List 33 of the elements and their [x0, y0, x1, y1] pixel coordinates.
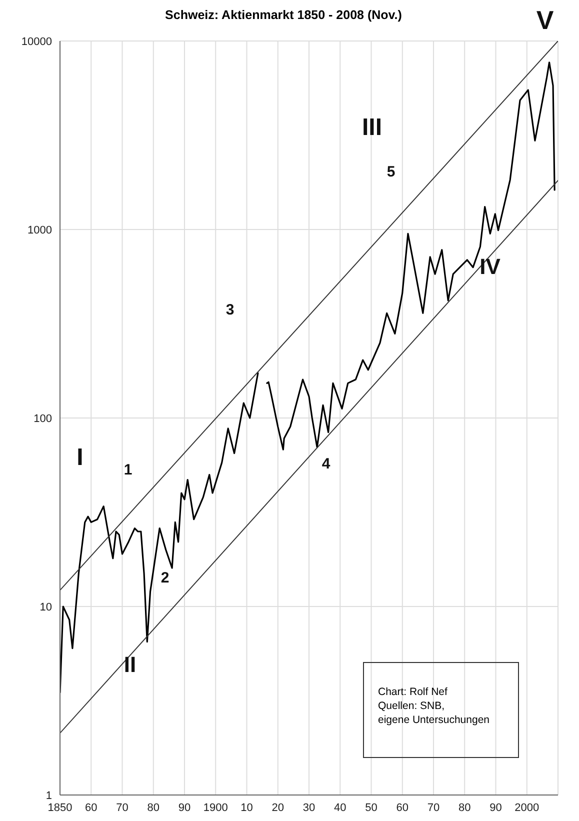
x-tick-label: 70: [116, 802, 128, 814]
x-tick-label: 90: [490, 802, 502, 814]
note-frame: Chart: Rolf Nef Quellen: SNB, eigene Untersuchungen: [363, 662, 519, 758]
y-tick-label: 100: [34, 412, 52, 425]
annotation: 5: [386, 164, 396, 180]
y-tick-label: 10000: [21, 36, 52, 48]
x-tick-label: 1850: [48, 802, 72, 814]
x-tick-label: 30: [302, 802, 316, 814]
y-tick-label: 1000: [28, 224, 52, 236]
x-tick-label: 80: [458, 802, 471, 814]
chart-title: Schweiz: Aktienmarkt 1850 - 2008 (Nov.): [165, 8, 402, 22]
x-tick-label: 2000: [514, 802, 540, 814]
y-tick-label: 10: [40, 601, 52, 614]
annotation: 4: [322, 456, 330, 472]
x-tick-label: 90: [178, 802, 191, 814]
annotation: III: [362, 114, 382, 141]
x-tick-label: 60: [396, 802, 408, 814]
x-tick-label: 70: [427, 802, 440, 814]
y-tick-label: 1: [46, 790, 52, 802]
text: V: [536, 5, 554, 35]
x-tick-label: 80: [147, 802, 160, 814]
annotation: 3: [226, 302, 234, 318]
annotation: IV: [480, 254, 500, 279]
annotation: I: [76, 444, 84, 471]
x-tick-label: 50: [365, 802, 378, 814]
x-tick-label: 20: [272, 802, 284, 814]
x-tick-label: 60: [85, 802, 98, 814]
annotation: II: [124, 652, 136, 677]
x-tick-label: 1900: [203, 802, 228, 814]
x-tick-label: 40: [334, 802, 346, 814]
annotation: 2: [160, 570, 170, 586]
annotation: 1: [124, 462, 132, 478]
x-tick-label: 10: [240, 802, 253, 814]
